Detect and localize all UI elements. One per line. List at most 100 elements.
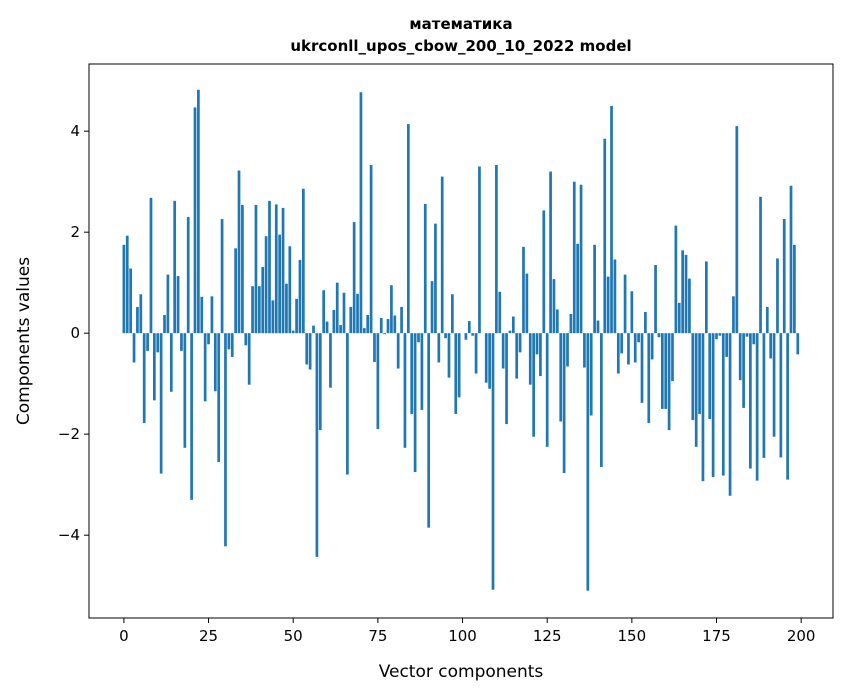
bar [125, 235, 129, 334]
bar [274, 204, 278, 334]
x-tick-label: 100 [448, 627, 477, 645]
bar [379, 318, 383, 334]
bar [376, 333, 380, 430]
bar [698, 333, 701, 414]
y-tick-label: −4 [58, 526, 80, 544]
bar [782, 219, 786, 334]
bar [146, 333, 149, 351]
bar [423, 203, 427, 334]
bar [688, 278, 691, 334]
bar [291, 330, 295, 334]
bar [789, 185, 793, 334]
bar [522, 246, 525, 334]
bar [173, 200, 177, 334]
bar [681, 250, 684, 334]
bar [745, 333, 749, 337]
bar [312, 325, 315, 334]
bar [701, 333, 705, 482]
bar [454, 333, 458, 414]
bar [603, 138, 607, 334]
bar [616, 333, 620, 374]
bar [606, 276, 610, 334]
bar [339, 325, 342, 334]
bar [704, 261, 708, 334]
bar [555, 309, 559, 334]
bar [359, 92, 363, 334]
bar [576, 243, 580, 334]
bar [254, 204, 258, 334]
bar [305, 333, 309, 365]
bar [203, 333, 207, 402]
chart-title: математика [409, 15, 512, 33]
bar [153, 333, 156, 401]
bar [667, 333, 671, 431]
y-tick-label: 0 [70, 324, 80, 342]
bar [335, 282, 339, 334]
bar [660, 333, 664, 409]
bar [495, 165, 498, 334]
x-axis: 0 25 50 75 100 125 150 175 200 [119, 618, 815, 645]
bar [562, 333, 566, 474]
bar [261, 267, 265, 334]
bar [369, 165, 373, 334]
bar [403, 333, 407, 448]
bar [664, 333, 668, 409]
bar [610, 105, 613, 334]
bar [149, 197, 153, 334]
bar [186, 217, 190, 334]
y-tick-label: 2 [70, 223, 80, 241]
bar [478, 166, 481, 334]
bar [406, 124, 410, 334]
bar [166, 274, 170, 334]
bar [508, 330, 512, 334]
bar [613, 259, 617, 334]
bar [230, 333, 234, 357]
bar [593, 244, 596, 334]
x-tick-label: 175 [702, 627, 731, 645]
bar [417, 333, 420, 343]
bar [525, 273, 529, 334]
bar [207, 333, 210, 345]
bar [735, 126, 739, 334]
bar [362, 328, 366, 334]
bar [732, 296, 735, 334]
bar [396, 333, 400, 369]
bar [637, 333, 640, 343]
bar [471, 333, 475, 336]
y-tick-label: 4 [70, 122, 80, 140]
bar [708, 333, 712, 420]
bar [156, 333, 160, 353]
bar [169, 333, 173, 392]
bar [227, 333, 231, 350]
bar [583, 333, 586, 368]
bar [474, 333, 478, 374]
bar [694, 333, 698, 447]
bar [539, 333, 542, 377]
y-tick-label: −2 [58, 425, 80, 443]
bar [776, 258, 779, 334]
bar [718, 333, 722, 336]
bar [552, 279, 556, 334]
bar [728, 333, 732, 496]
bar [129, 268, 133, 334]
bar [528, 333, 532, 385]
bar [569, 313, 573, 334]
bar [677, 302, 681, 334]
bar [765, 306, 769, 334]
bar [183, 333, 187, 448]
bar [627, 333, 630, 365]
bar [759, 196, 762, 334]
bar [657, 333, 661, 338]
bar [213, 333, 217, 392]
bar [346, 333, 349, 475]
bar [691, 333, 695, 421]
bar [671, 333, 674, 382]
bar [322, 290, 326, 334]
bar [332, 309, 336, 334]
bar [725, 333, 729, 357]
bar [163, 314, 166, 334]
bar [589, 333, 593, 416]
x-tick-label: 150 [618, 627, 647, 645]
y-axis: −4 −2 0 2 4 [58, 122, 89, 544]
bar [464, 333, 468, 340]
